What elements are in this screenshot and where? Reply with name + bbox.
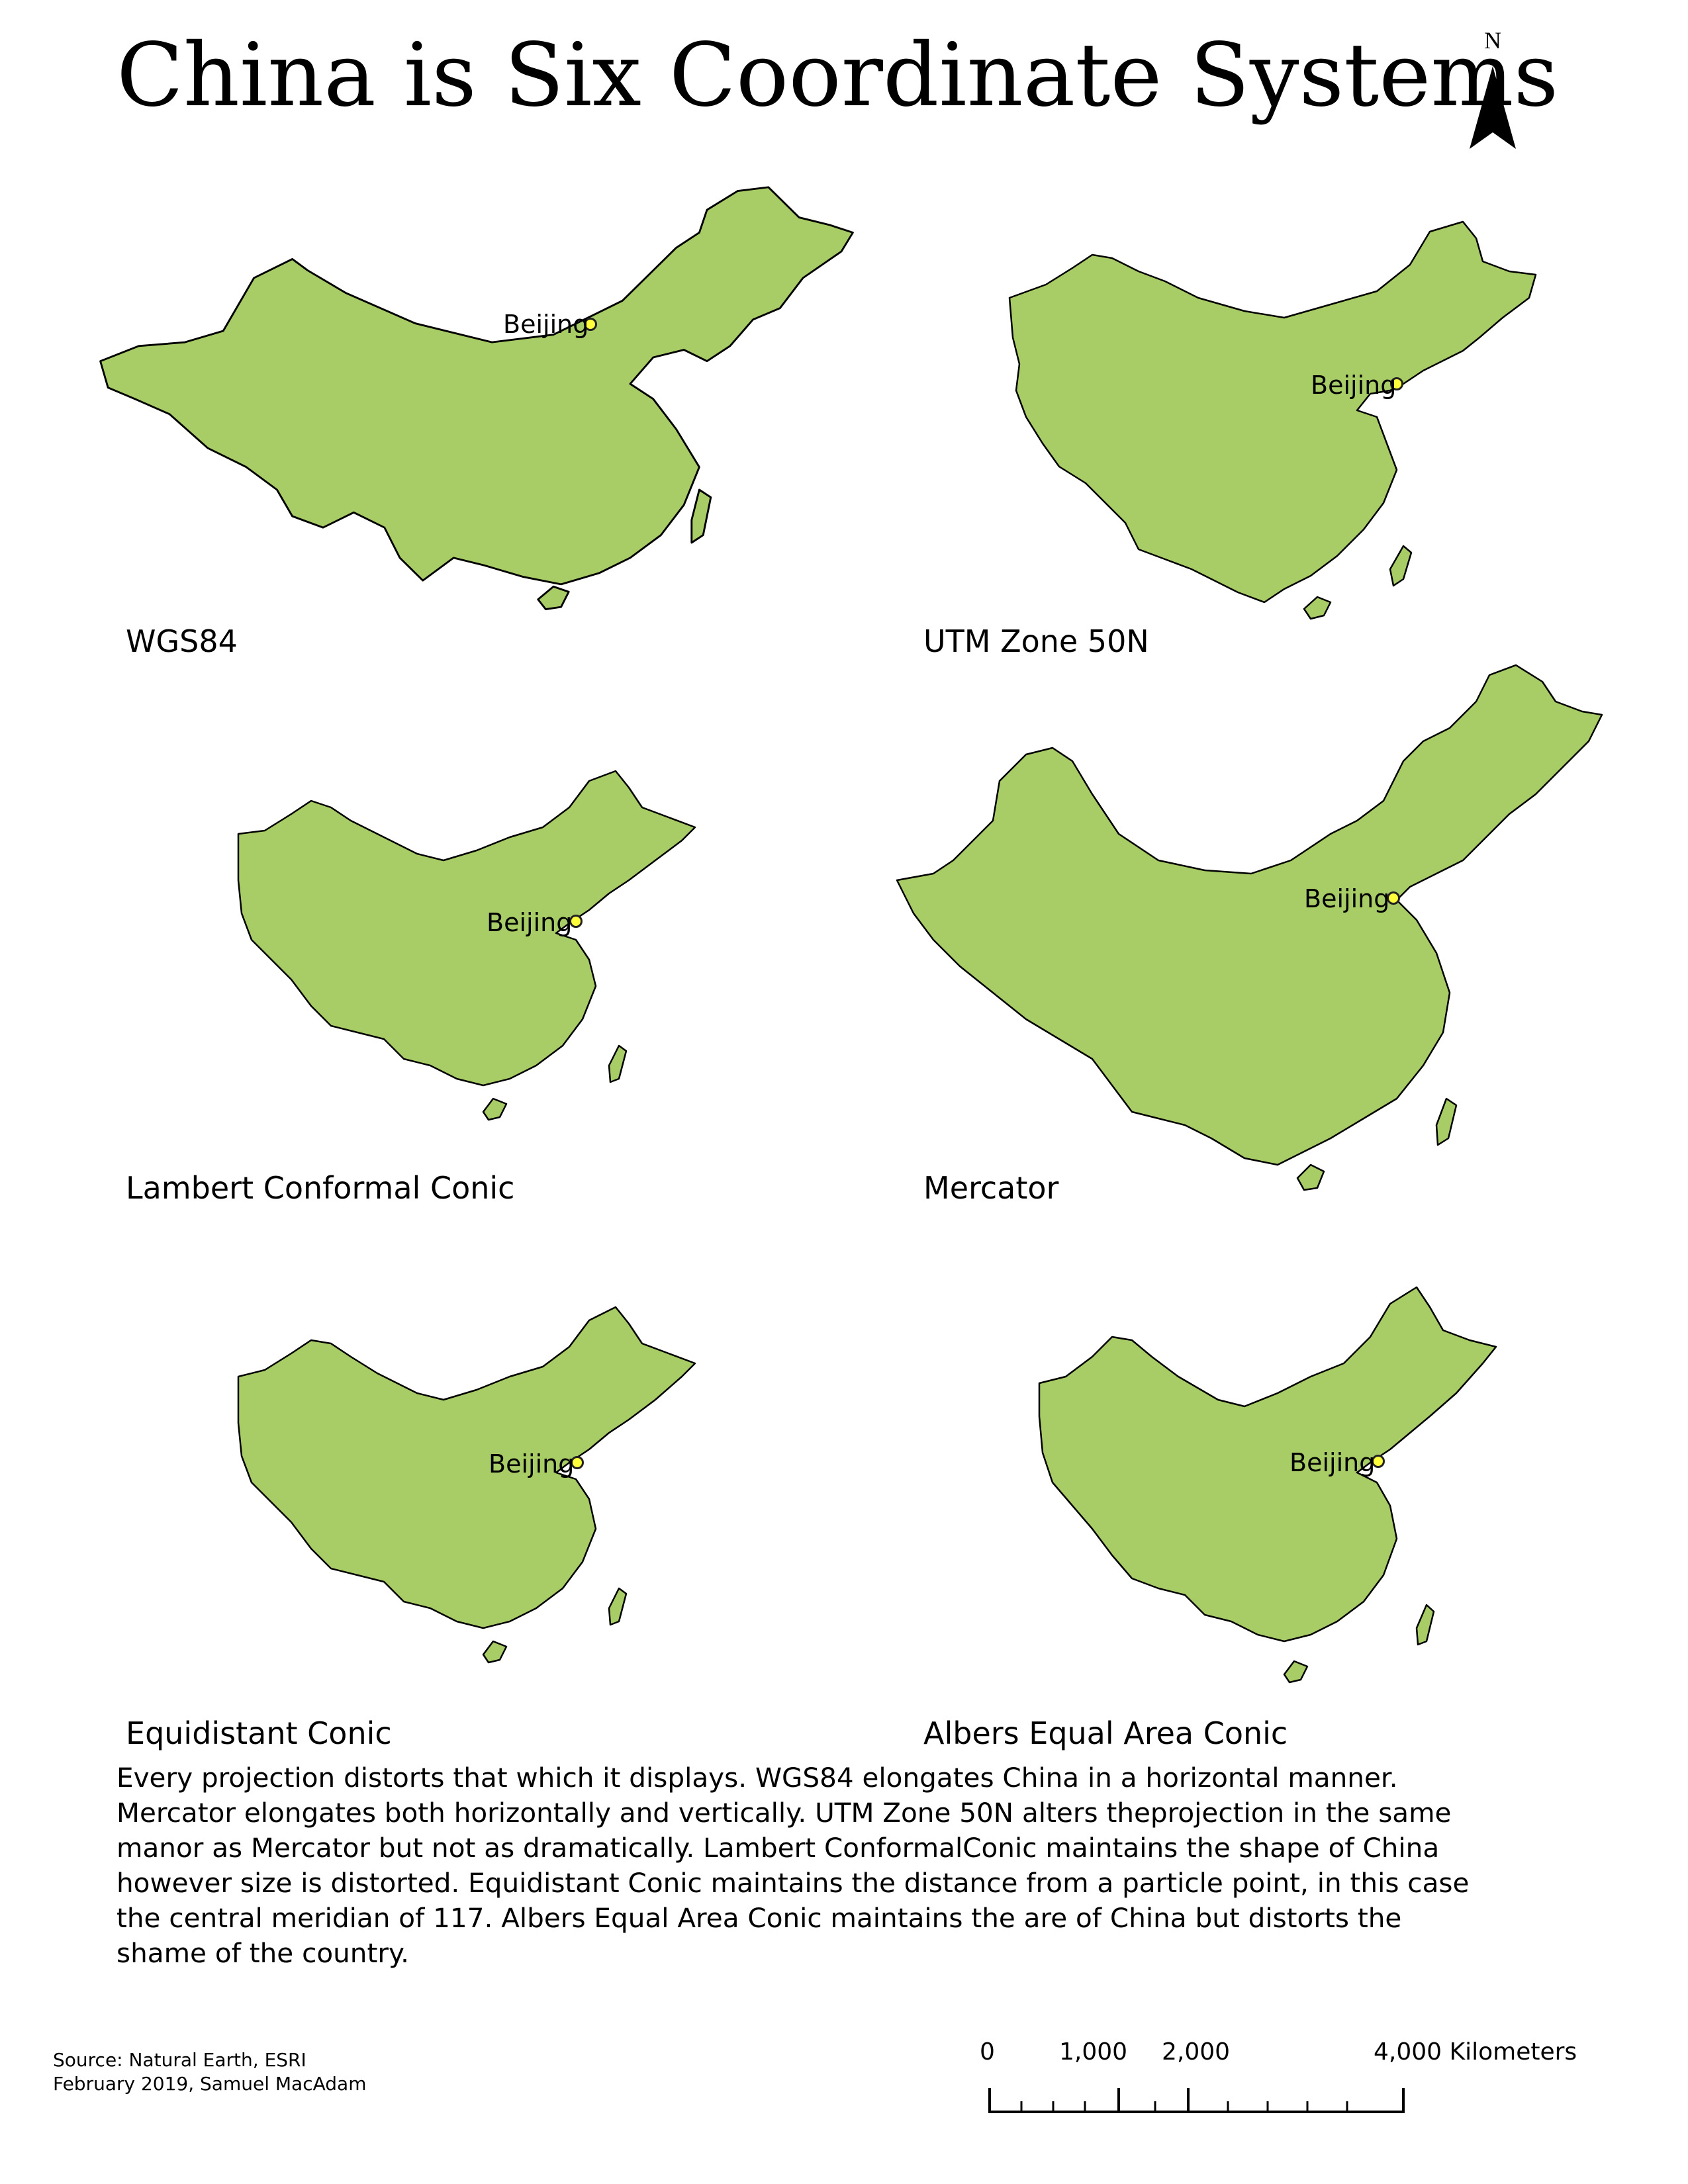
china-shape-equidistant [237, 1306, 696, 1664]
projection-label-mercator: Mercator [923, 1170, 1059, 1206]
north-label: N [1484, 27, 1501, 54]
north-arrow: N [1463, 26, 1523, 152]
beijing-dot [584, 318, 597, 331]
description-text: Every projection distorts that which it … [117, 1762, 1470, 1969]
scale-ticks [988, 2088, 1405, 2113]
beijing-dot [571, 1456, 584, 1469]
beijing-dot [569, 915, 583, 928]
beijing-label: Beijing [1289, 1448, 1376, 1477]
beijing-dot [1387, 891, 1400, 905]
scale-label-1000: 1,000 [1059, 2038, 1128, 2066]
projection-label-equidistant: Equidistant Conic [126, 1715, 392, 1751]
projection-label-wgs84: WGS84 [126, 623, 238, 659]
china-shape-utm [1008, 220, 1537, 620]
map-title: China is Six Coordinate Systems [117, 24, 1559, 126]
scale-label-2000: 2,000 [1162, 2038, 1231, 2066]
map-panel-utm: Beijing [1006, 218, 1556, 635]
china-shape-wgs84 [99, 186, 854, 610]
beijing-label: Beijing [489, 1449, 575, 1479]
map-panel-mercator: Beijing [894, 662, 1609, 1211]
north-arrow-icon [1470, 66, 1516, 149]
scale-label-0: 0 [980, 2038, 995, 2066]
beijing-dot [1372, 1455, 1385, 1468]
map-panel-equidistant: Beijing [232, 1304, 708, 1688]
projection-label-utm: UTM Zone 50N [923, 623, 1149, 659]
beijing-label: Beijing [487, 908, 573, 937]
beijing-dot [1390, 377, 1403, 390]
scale-label-4000: 4,000 Kilometers [1374, 2038, 1577, 2066]
beijing-label: Beijing [503, 310, 589, 339]
source-line: Source: Natural Earth, ESRI [53, 2049, 306, 2071]
author-line: February 2019, Samuel MacAdam [53, 2073, 367, 2095]
projection-label-albers: Albers Equal Area Conic [923, 1715, 1288, 1751]
beijing-label: Beijing [1304, 884, 1390, 913]
beijing-label: Beijing [1311, 371, 1397, 400]
scale-bar: 0 1,000 2,000 4,000 Kilometers [927, 2038, 1589, 2131]
map-panel-lambert: Beijing [232, 768, 708, 1138]
projection-label-lambert: Lambert Conformal Conic [126, 1170, 515, 1206]
source-credits: Source: Natural Earth, ESRI February 201… [53, 2048, 366, 2096]
china-shape-lambert [237, 770, 696, 1121]
map-panel-albers: Beijing [1033, 1284, 1516, 1727]
china-shape-albers [1038, 1286, 1497, 1684]
china-shape-mercator [896, 664, 1603, 1191]
map-panel-wgs84: Beijing [93, 172, 861, 610]
